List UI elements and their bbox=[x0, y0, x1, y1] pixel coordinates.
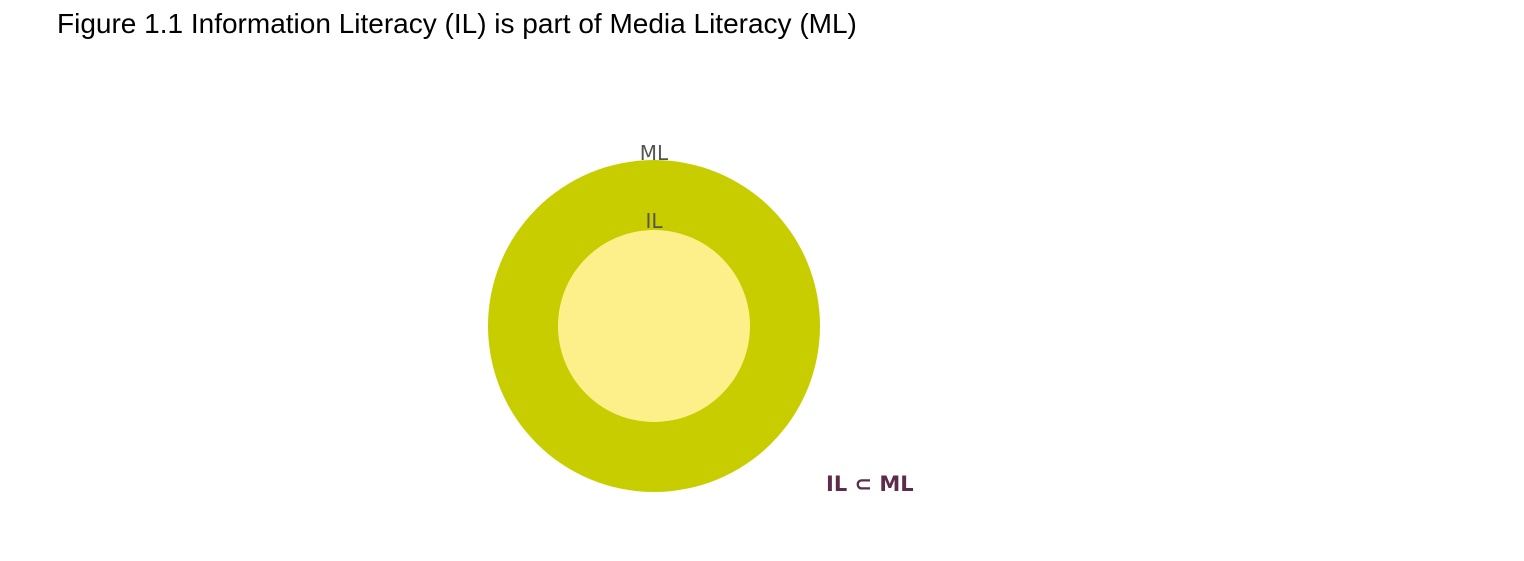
subset-relation-label: IL ⊂ ML bbox=[826, 472, 914, 496]
figure-title: Figure 1.1 Information Literacy (IL) is … bbox=[57, 8, 857, 39]
il-circle-label: IL bbox=[645, 209, 663, 233]
il-inner-circle bbox=[558, 230, 750, 422]
ml-circle-label: ML bbox=[640, 141, 669, 165]
